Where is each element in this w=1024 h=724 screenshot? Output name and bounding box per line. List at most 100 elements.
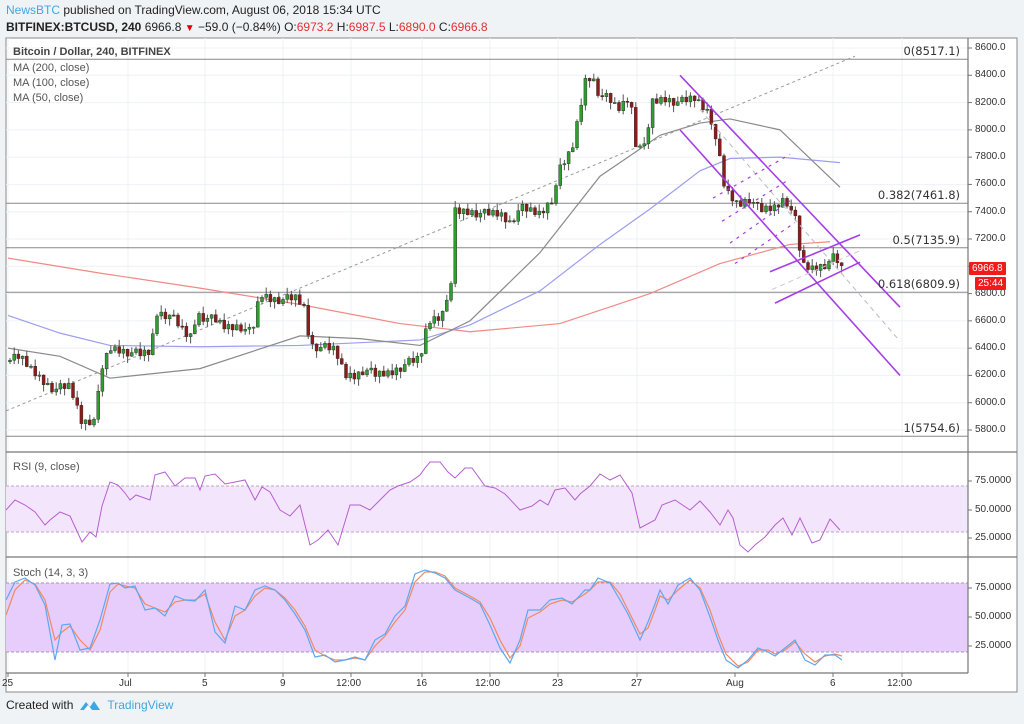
candle-body [71,382,75,398]
candle-body [667,98,672,103]
time-axis-label: 12:00 [336,678,362,689]
ma50-legend[interactable]: MA (50, close) [13,92,84,104]
candle-body [575,121,579,148]
candle-body [167,314,172,320]
price-axis-label: 6600.0 [975,314,1006,326]
candle-body [356,371,361,380]
candle-body [768,205,772,211]
close-label: C: [438,20,451,34]
channel-line-outer_upper [679,74,901,308]
candle-body [617,102,621,111]
candle-body [25,355,29,367]
candle-body [524,204,529,212]
candle-body [470,210,474,216]
candle-body [54,388,58,393]
candle-body [163,311,168,320]
candle-body [243,329,247,332]
price-axis-label: 7800.0 [975,151,1006,163]
price-axis-label: 6200.0 [975,369,1006,381]
candle-body [747,199,751,203]
candle-body [596,78,600,96]
candle-body [256,301,260,328]
candle-body [751,202,756,204]
candle-body [646,127,651,144]
stoch-axis-label: 25.0000 [975,640,1012,651]
candle-body [802,250,806,263]
publisher-link[interactable]: NewsBTC [6,3,61,17]
candle-body [709,109,714,125]
candle-body [566,151,571,164]
candle-body [205,318,210,322]
candle-body [365,369,369,376]
candle-body [608,93,613,103]
candle-body [230,324,235,331]
candle-body [142,349,147,357]
candle-body [541,210,546,214]
tradingview-link[interactable]: TradingView [107,698,174,712]
price-axis-label: 8600.0 [975,42,1006,53]
candle-body [806,262,810,270]
candle-body [436,316,441,321]
candle-body [583,78,588,106]
candle-body [734,200,739,203]
candle-body [411,357,415,363]
channel-line-inner_lower [774,261,861,304]
time-axis-label: 6 [830,678,836,689]
candle-body [29,366,33,368]
price-axis-label: 8400.0 [975,69,1006,81]
candle-body [235,324,239,331]
candle-body [835,253,840,263]
ma100-legend[interactable]: MA (100, close) [13,77,90,89]
candle-body [474,210,478,218]
candle-body [705,109,709,111]
candle-body [650,98,655,128]
fibonacci-levels[interactable] [6,58,968,437]
candle-body [41,374,46,385]
stoch-legend[interactable]: Stoch (14, 3, 3) [13,567,89,579]
rsi-polyline [5,461,841,553]
low-label: L: [388,20,399,34]
candle-body [499,212,504,217]
candle-body [428,323,432,329]
candle-body [146,349,151,355]
price-axis-label: 7200.0 [975,233,1006,244]
main-pane-title: Bitcoin / Dollar, 240, BITFINEX [13,46,171,58]
ma200-legend[interactable]: MA (200, close) [13,62,90,74]
candle-body [491,210,495,216]
candle-body [663,97,667,103]
candle-body [197,313,201,326]
candle-body [12,353,16,361]
candle-body [251,326,256,329]
candle-body [671,98,676,106]
candle-body [302,304,306,306]
candle-body [361,371,365,376]
price-change: −59.0 (−0.84%) [198,20,281,34]
candle-body [676,101,680,106]
candle-body [369,367,373,371]
candle-body [797,215,802,251]
candle-body [621,100,625,111]
candle-body [193,324,197,334]
rsi-legend[interactable]: RSI (9, close) [13,461,80,473]
candle-body [277,297,281,304]
candle-body [100,368,105,392]
price-axis-ticks [968,47,972,647]
candle-body [88,419,92,426]
candle-body [20,355,25,359]
stoch-k-line [5,569,843,669]
candle-body [697,99,701,102]
candle-body [692,95,697,101]
candle-body [226,324,231,330]
candle-body [495,210,499,217]
candle-body [289,294,294,301]
rsi-axis-label: 25.0000 [975,532,1012,543]
candle-body [121,349,126,354]
channel-drawings[interactable] [679,74,901,376]
candle-body [214,314,218,323]
candle-body [33,366,37,377]
stoch-lines [5,569,843,669]
candle-body [487,208,491,216]
candle-body [520,204,525,211]
price-axis-label: 6800.0 [975,287,1006,299]
